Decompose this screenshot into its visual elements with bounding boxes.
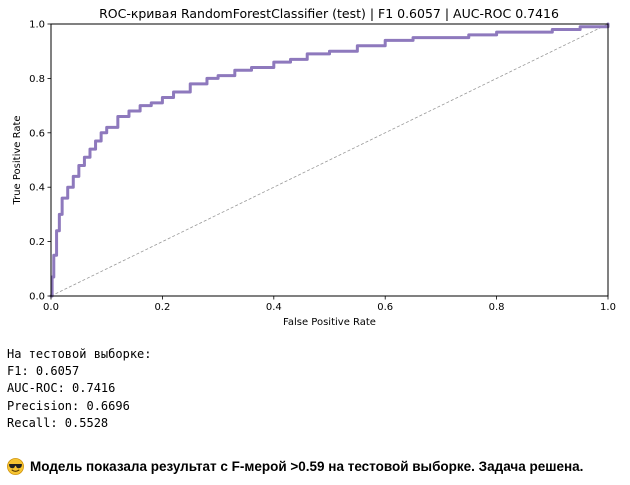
roc-curve-line	[49, 22, 610, 298]
x-tick-label: 0.0	[43, 302, 59, 313]
console-line: AUC-ROC: 0.7416	[7, 381, 116, 396]
chart-title: ROC-кривая RandomForestClassifier (test)…	[99, 6, 559, 21]
x-tick-label: 1.0	[600, 302, 616, 313]
sunglasses-emoji-icon	[7, 458, 24, 475]
verdict-text: Модель показала результат с F-мерой >0.5…	[30, 459, 584, 474]
y-tick-label: 0.0	[29, 292, 45, 303]
console-line: F1: 0.6057	[7, 364, 80, 379]
x-tick-label: 0.8	[489, 302, 505, 313]
console-output: На тестовой выборке: F1: 0.6057 AUC-ROC: 0…	[7, 346, 152, 432]
x-tick-label: 0.2	[154, 302, 170, 313]
y-tick-label: 0.8	[29, 74, 45, 85]
roc-chart: ROC-кривая RandomForestClassifier (test)…	[12, 6, 616, 328]
y-axis-label: True Positive Rate	[12, 115, 23, 205]
verdict-message: Модель показала результат с F-мерой >0.5…	[7, 458, 583, 475]
console-line: Precision: 0.6696	[7, 398, 130, 413]
console-line: На тестовой выборке:	[7, 347, 152, 361]
console-line: Recall: 0.5528	[7, 415, 109, 430]
x-axis-label: False Positive Rate	[283, 317, 376, 328]
y-tick-label: 1.0	[29, 20, 45, 31]
plot-area	[49, 22, 610, 298]
diagonal-reference-line	[50, 23, 609, 297]
y-tick-label: 0.2	[29, 237, 45, 248]
x-tick-label: 0.6	[377, 302, 393, 313]
plot-frame	[50, 23, 609, 297]
y-tick-label: 0.4	[29, 183, 45, 194]
y-tick-label: 0.6	[29, 128, 45, 139]
x-tick-label: 0.4	[266, 302, 282, 313]
